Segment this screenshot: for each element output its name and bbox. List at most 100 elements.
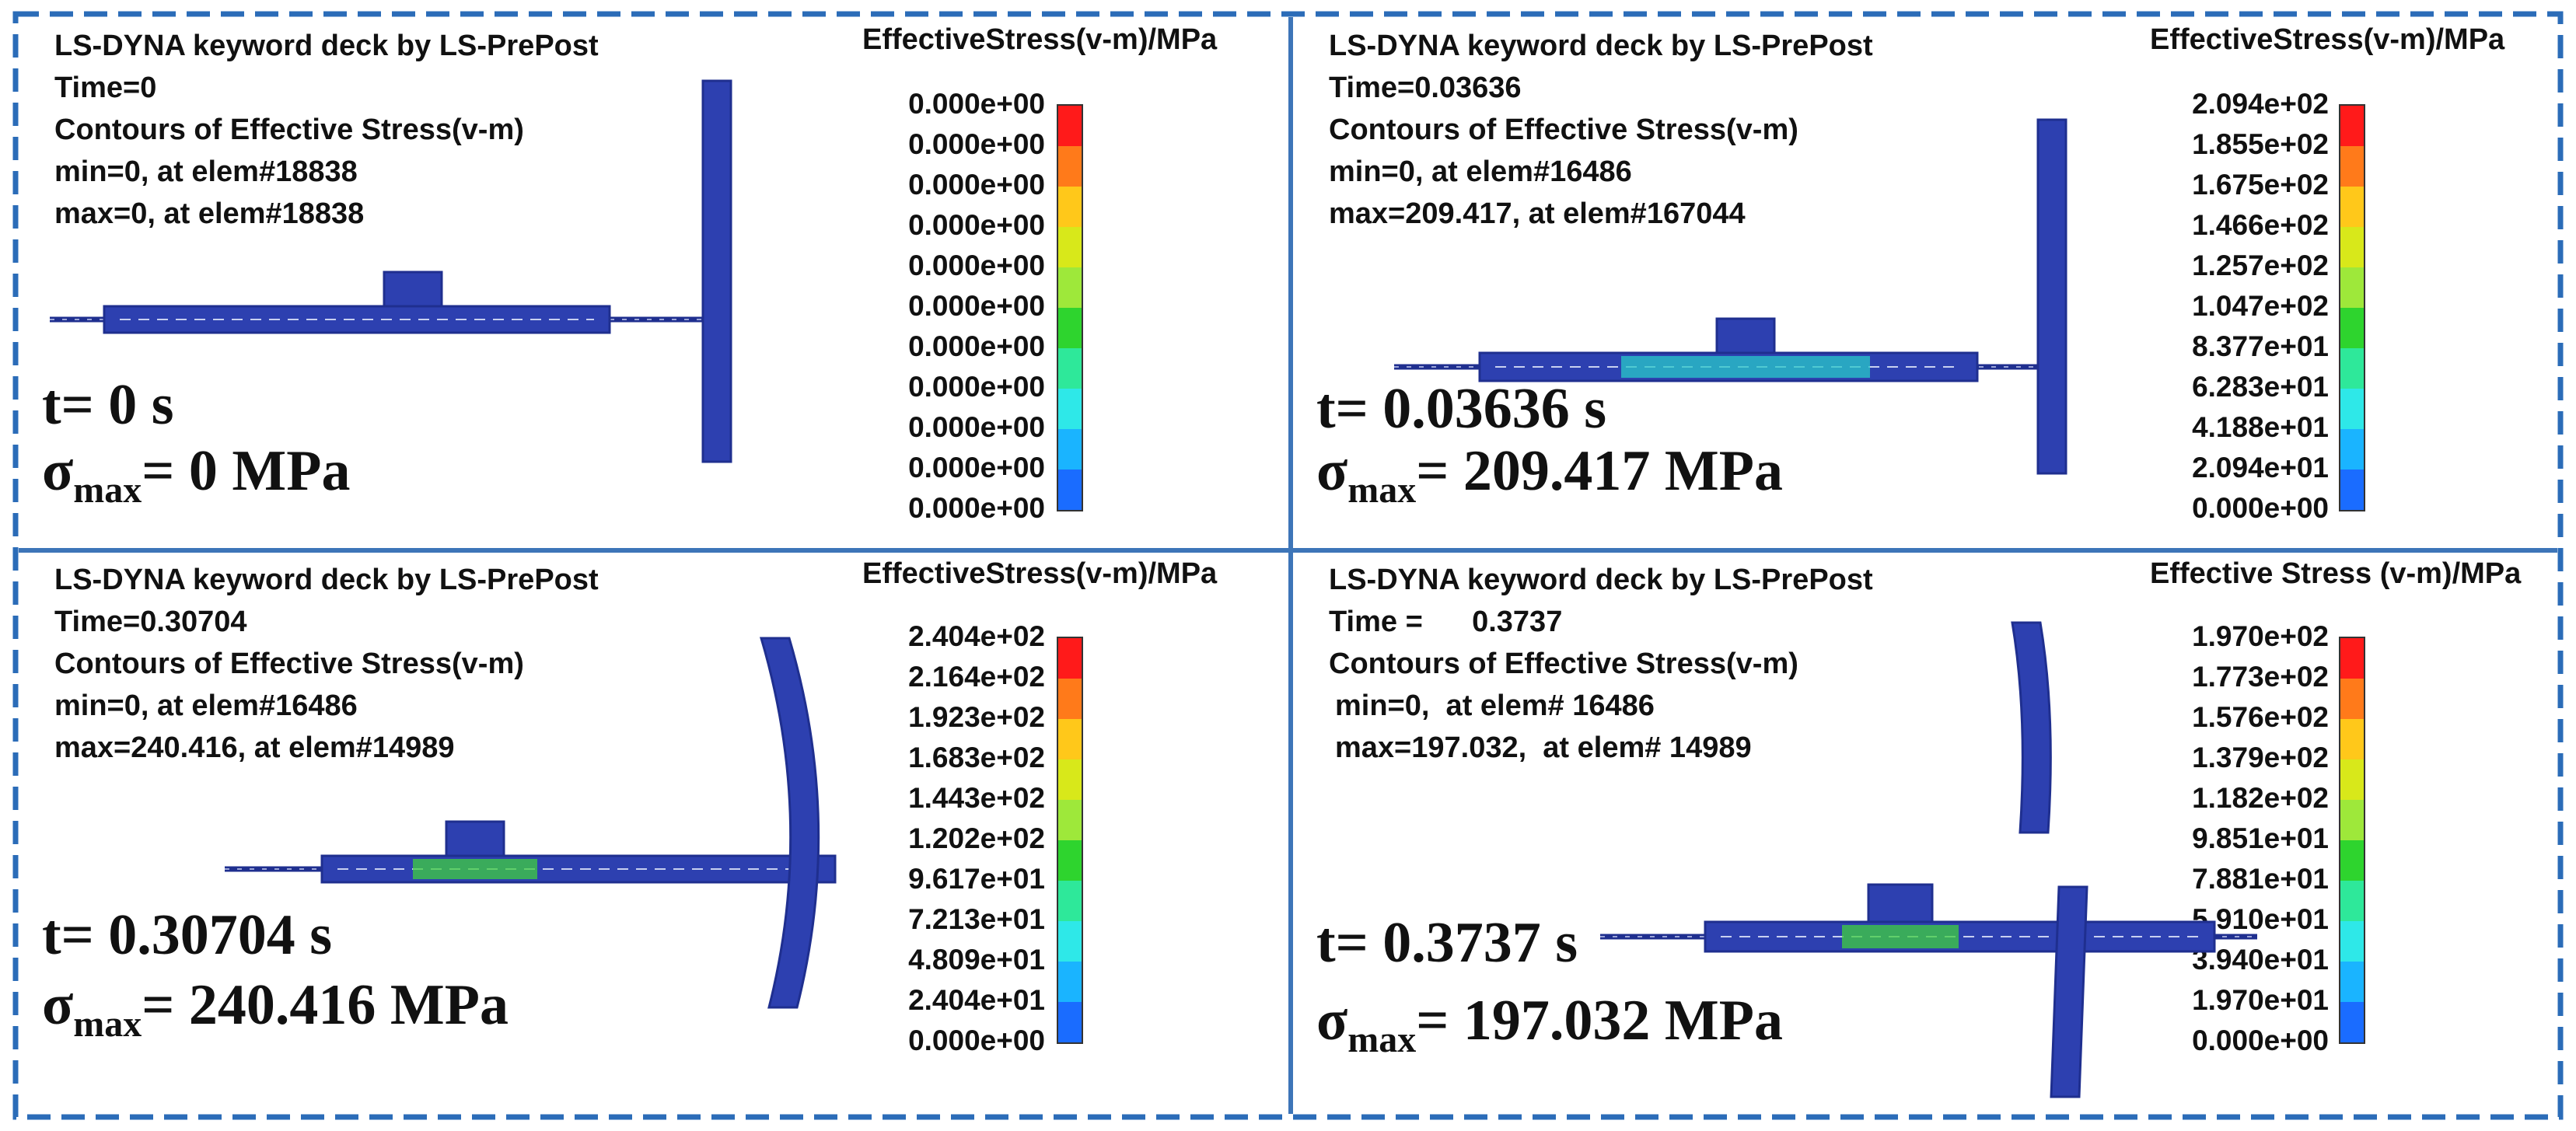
info-header: LS-DYNA keyword deck by LS-PrePost Time=0… bbox=[1329, 25, 1873, 235]
header-contour-line: Contours of Effective Stress(v-m) bbox=[1329, 648, 1798, 680]
colorbar-swatch bbox=[1058, 719, 1082, 759]
colorbar-swatch bbox=[1058, 638, 1082, 679]
colorbar-swatch bbox=[2340, 227, 2364, 267]
max-stress-label: σmax= 197.032 MPa bbox=[1316, 988, 1783, 1061]
plate bbox=[103, 305, 611, 334]
colorbar-tick-label: 9.617e+01 bbox=[908, 863, 1045, 895]
colorbar-tick-label: 0.000e+00 bbox=[2192, 492, 2329, 524]
colorbar-tick-label: 4.188e+01 bbox=[2192, 411, 2329, 443]
colorbar-tick-label: 6.283e+01 bbox=[2192, 371, 2329, 403]
colorbar-title: EffectiveStress(v-m)/MPa bbox=[2150, 23, 2505, 56]
sigma-subscript: max bbox=[73, 470, 142, 511]
sigma-subscript: max bbox=[73, 1004, 142, 1045]
column-upper-segment bbox=[2011, 621, 2052, 834]
colorbar-swatch bbox=[1058, 921, 1082, 962]
header-software: LS-DYNA keyword deck by LS-PrePost bbox=[54, 564, 599, 596]
time-label: t= 0.03636 s bbox=[1316, 377, 1607, 441]
panel-t0: LS-DYNA keyword deck by LS-PrePost Time=0… bbox=[19, 19, 1288, 548]
dashed-border bbox=[12, 11, 2564, 1120]
colorbar-tick-label: 1.675e+02 bbox=[2192, 169, 2329, 201]
sigma-value: = 197.032 MPa bbox=[1416, 989, 1783, 1052]
header-max-line: max=0, at elem#18838 bbox=[54, 197, 365, 230]
sigma-subscript: max bbox=[1347, 1019, 1417, 1060]
colorbar-labels: 0.000e+00 0.000e+00 0.000e+00 0.000e+00 0.00… bbox=[835, 84, 1045, 529]
header-time-line: Time=0.30704 bbox=[54, 606, 247, 638]
colorbar-tick-label: 1.047e+02 bbox=[2192, 290, 2329, 322]
header-min-line: min=0, at elem#16486 bbox=[1329, 155, 1632, 188]
colorbar-swatch bbox=[2340, 146, 2364, 187]
colorbar-swatch bbox=[1058, 679, 1082, 719]
header-max-line: max=240.416, at elem#14989 bbox=[54, 731, 455, 764]
panel-t003636: LS-DYNA keyword deck by LS-PrePost Time=0… bbox=[1293, 19, 2557, 548]
header-time-line: Time = 0.3737 bbox=[1329, 606, 1563, 638]
colorbar-swatch bbox=[1058, 389, 1082, 429]
header-contour-line: Contours of Effective Stress(v-m) bbox=[1329, 113, 1798, 146]
colorbar-swatch bbox=[2340, 679, 2364, 719]
colorbar-tick-label: 7.881e+01 bbox=[2192, 863, 2329, 895]
colorbar-tick-label: 0.000e+00 bbox=[908, 169, 1045, 201]
colorbar-swatch bbox=[1058, 308, 1082, 348]
model-view bbox=[1600, 621, 2257, 1098]
stress-concentration bbox=[1842, 925, 1959, 948]
header-time-line: Time=0 bbox=[54, 72, 157, 104]
colorbar-swatch bbox=[1058, 800, 1082, 840]
colorbar-swatch bbox=[2340, 106, 2364, 146]
colorbar-tick-label: 1.576e+02 bbox=[2192, 701, 2329, 733]
colorbar-tick-label: 0.000e+00 bbox=[908, 128, 1045, 160]
colorbar-swatch bbox=[2340, 921, 2364, 962]
stress-concentration bbox=[1621, 356, 1870, 378]
colorbar-swatch bbox=[2340, 267, 2364, 308]
header-software: LS-DYNA keyword deck by LS-PrePost bbox=[1329, 30, 1873, 62]
colorbar-tick-label: 1.182e+02 bbox=[2192, 782, 2329, 814]
column-lower-segment bbox=[2050, 885, 2088, 1098]
header-min-line: min=0, at elem#18838 bbox=[54, 155, 358, 188]
colorbar-swatch bbox=[1058, 1002, 1082, 1042]
colorbar-tick-label: 0.000e+00 bbox=[908, 250, 1045, 281]
header-contour-line: Contours of Effective Stress(v-m) bbox=[54, 648, 524, 680]
colorbar-swatch bbox=[1058, 187, 1082, 227]
time-label: t= 0.30704 s bbox=[42, 903, 333, 967]
colorbar-tick-label: 0.000e+00 bbox=[908, 88, 1045, 120]
colorbar-swatch bbox=[1058, 429, 1082, 470]
colorbar-swatch bbox=[2340, 470, 2364, 510]
header-max-line: max=209.417, at elem#167044 bbox=[1329, 197, 1746, 230]
colorbar-labels: 2.404e+02 2.164e+02 1.923e+02 1.683e+02 1.44… bbox=[835, 616, 1045, 1061]
header-software: LS-DYNA keyword deck by LS-PrePost bbox=[1329, 564, 1873, 596]
colorbar-tick-label: 0.000e+00 bbox=[908, 209, 1045, 241]
colorbar-swatch bbox=[1058, 227, 1082, 267]
colorbar-tick-label: 2.094e+01 bbox=[2192, 452, 2329, 483]
colorbar-tick-label: 0.000e+00 bbox=[908, 492, 1045, 524]
hub-block bbox=[383, 271, 443, 308]
sigma-subscript: max bbox=[1347, 470, 1417, 511]
colorbar-swatch bbox=[2340, 308, 2364, 348]
colorbar bbox=[1057, 637, 1083, 1044]
panel-t030704: LS-DYNA keyword deck by LS-PrePost Time=0… bbox=[19, 553, 1288, 1114]
time-label: t= 0.3737 s bbox=[1316, 911, 1578, 975]
colorbar-tick-label: 0.000e+00 bbox=[908, 1025, 1045, 1056]
colorbar-tick-label: 1.970e+02 bbox=[2192, 620, 2329, 652]
colorbar-tick-label: 2.164e+02 bbox=[908, 661, 1045, 693]
colorbar-swatch bbox=[1058, 840, 1082, 881]
hub-block bbox=[445, 820, 505, 857]
colorbar-tick-label: 1.683e+02 bbox=[908, 742, 1045, 773]
colorbar-tick-label: 1.202e+02 bbox=[908, 822, 1045, 854]
colorbar-swatch bbox=[2340, 187, 2364, 227]
colorbar-tick-label: 1.257e+02 bbox=[2192, 250, 2329, 281]
colorbar-swatch bbox=[2340, 348, 2364, 389]
colorbar-swatch bbox=[1058, 106, 1082, 146]
colorbar-swatch bbox=[1058, 267, 1082, 308]
max-stress-label: σmax= 209.417 MPa bbox=[1316, 438, 1783, 511]
colorbar-tick-label: 2.094e+02 bbox=[2192, 88, 2329, 120]
colorbar-swatch bbox=[2340, 1002, 2364, 1042]
plate bbox=[1704, 920, 2216, 953]
colorbar-tick-label: 1.970e+01 bbox=[2192, 984, 2329, 1016]
colorbar bbox=[2339, 104, 2365, 511]
colorbar-swatch bbox=[2340, 389, 2364, 429]
sigma-symbol: σ bbox=[42, 973, 74, 1037]
colorbar-tick-label: 1.923e+02 bbox=[908, 701, 1045, 733]
header-contour-line: Contours of Effective Stress(v-m) bbox=[54, 113, 524, 146]
hub-block bbox=[1867, 883, 1934, 923]
sigma-symbol: σ bbox=[42, 439, 74, 503]
sigma-value: = 0 MPa bbox=[142, 439, 351, 503]
